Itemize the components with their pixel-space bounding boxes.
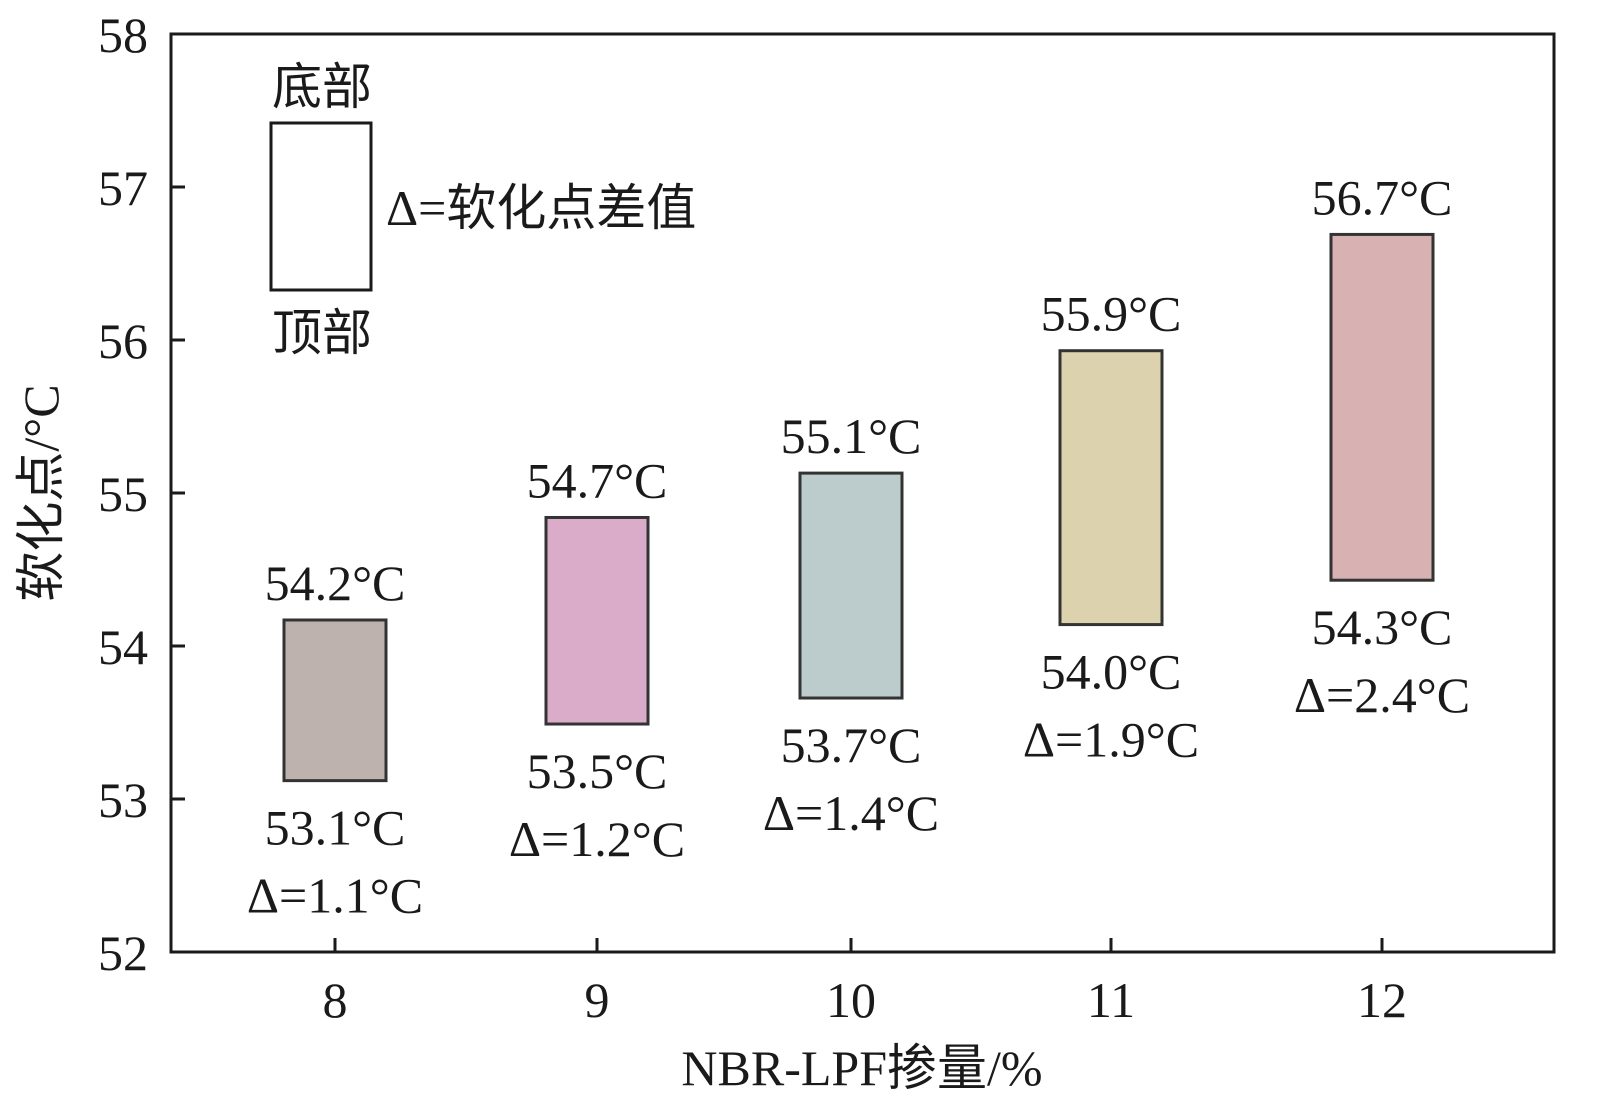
bar [282, 618, 388, 783]
y-tick-label: 55 [98, 466, 148, 522]
y-axis-title: 软化点/°C [13, 384, 69, 601]
x-tick-label: 12 [1357, 972, 1407, 1028]
bar-delta-label: Δ=1.9°C [1023, 712, 1199, 768]
y-tick-label: 56 [98, 313, 148, 369]
y-tick-label: 52 [98, 925, 148, 981]
bar [544, 515, 650, 726]
bar-delta-label: Δ=1.4°C [763, 785, 939, 841]
bar-delta-label: Δ=2.4°C [1294, 667, 1470, 723]
bars: 54.2°C 53.1°C Δ=1.1°C 54.7°C 53.5°C Δ=1.2°C 55… [247, 169, 1470, 923]
bar-bottom-label: 54.0°C [1041, 644, 1182, 700]
bar-bottom-label: 54.3°C [1312, 599, 1453, 655]
x-tick-label: 11 [1087, 972, 1135, 1028]
y-tick-label: 57 [98, 160, 148, 216]
x-tick-label: 10 [826, 972, 876, 1028]
bar [1329, 232, 1435, 582]
bar [798, 471, 904, 700]
y-tick-label: 58 [98, 7, 148, 63]
bar-top-label: 55.1°C [781, 408, 922, 464]
bar-bottom-label: 53.1°C [265, 800, 406, 856]
axis-ticks: 52 53 54 55 56 57 58 8 9 10 11 12 [98, 7, 1407, 1028]
legend: 底部 顶部 Δ=软化点差值 [269, 59, 696, 361]
x-axis-title: NBR-LPF掺量/% [681, 1040, 1042, 1096]
legend-bottom-label: 顶部 [272, 305, 372, 361]
x-tick-label: 8 [323, 972, 348, 1028]
bar-delta-label: Δ=1.2°C [509, 811, 685, 867]
x-tick-label: 9 [585, 972, 610, 1028]
bar-bottom-label: 53.7°C [781, 717, 922, 773]
bar [1058, 349, 1164, 627]
bar-bottom-label: 53.5°C [527, 743, 668, 799]
plot-frame [169, 32, 1556, 954]
legend-box [269, 121, 373, 292]
bar-top-label: 55.9°C [1041, 286, 1182, 342]
bar-top-label: 54.7°C [527, 452, 668, 508]
legend-description: Δ=软化点差值 [386, 180, 696, 236]
bar-top-label: 54.2°C [265, 555, 406, 611]
y-tick-label: 54 [98, 619, 148, 675]
bar-delta-label: Δ=1.1°C [247, 868, 423, 924]
y-tick-label: 53 [98, 772, 148, 828]
legend-top-label: 底部 [272, 59, 372, 115]
bar-top-label: 56.7°C [1312, 169, 1453, 225]
